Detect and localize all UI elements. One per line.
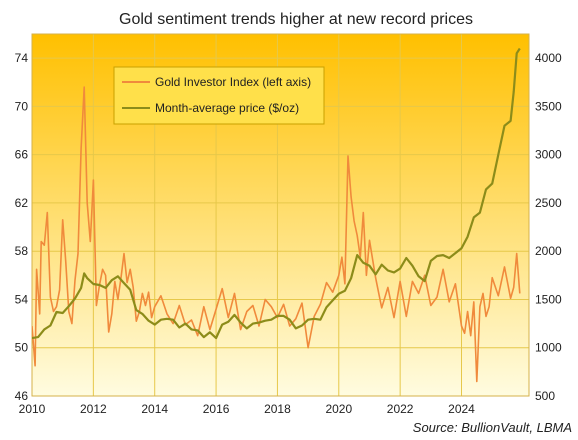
left-axis: 46 50 54 58 62 66 70 74 [15, 51, 29, 403]
y-right-tick-label: 3500 [535, 99, 562, 113]
plot-border [31, 33, 530, 397]
grid-lines [31, 33, 530, 397]
legend-label-index: Gold Investor Index (left axis) [155, 75, 311, 89]
x-axis: 2010 2012 2014 2016 2018 2020 2022 2024 [19, 402, 476, 416]
y-right-tick-label: 3000 [535, 148, 562, 162]
legend: Gold Investor Index (left axis) Month-av… [113, 66, 325, 125]
y-right-tick-label: 1000 [535, 341, 562, 355]
x-tick-label: 2020 [325, 402, 352, 416]
chart-title: Gold sentiment trends higher at new reco… [119, 11, 473, 28]
y-left-tick-label: 50 [15, 341, 29, 355]
legend-box [113, 66, 325, 125]
x-tick-label: 2014 [141, 402, 168, 416]
series-lines [32, 47, 521, 383]
y-right-tick-label: 2000 [535, 244, 562, 258]
y-left-tick-label: 74 [15, 51, 29, 65]
x-tick-label: 2018 [264, 402, 291, 416]
x-tick-label: 2016 [203, 402, 230, 416]
y-right-tick-label: 500 [535, 389, 555, 403]
y-left-tick-label: 66 [15, 148, 29, 162]
y-right-tick-label: 4000 [535, 51, 562, 65]
x-tick-label: 2022 [387, 402, 414, 416]
y-left-tick-label: 70 [15, 99, 29, 113]
right-axis: 500 1000 1500 2000 2500 3000 3500 4000 [535, 51, 562, 403]
x-tick-label: 2010 [19, 402, 46, 416]
legend-label-price: Month-average price ($/oz) [155, 101, 299, 115]
y-left-tick-label: 46 [15, 389, 29, 403]
source-note: Source: BullionVault, LBMA [413, 420, 572, 435]
y-left-tick-label: 58 [15, 244, 29, 258]
y-right-tick-label: 2500 [535, 196, 562, 210]
y-right-tick-label: 1500 [535, 292, 562, 306]
x-tick-label: 2012 [80, 402, 107, 416]
x-tick-label: 2024 [448, 402, 475, 416]
y-left-tick-label: 54 [15, 292, 29, 306]
series-line-month-average-price [32, 47, 521, 340]
y-left-tick-label: 62 [15, 196, 29, 210]
series-line-gold-investor-index [32, 86, 521, 383]
